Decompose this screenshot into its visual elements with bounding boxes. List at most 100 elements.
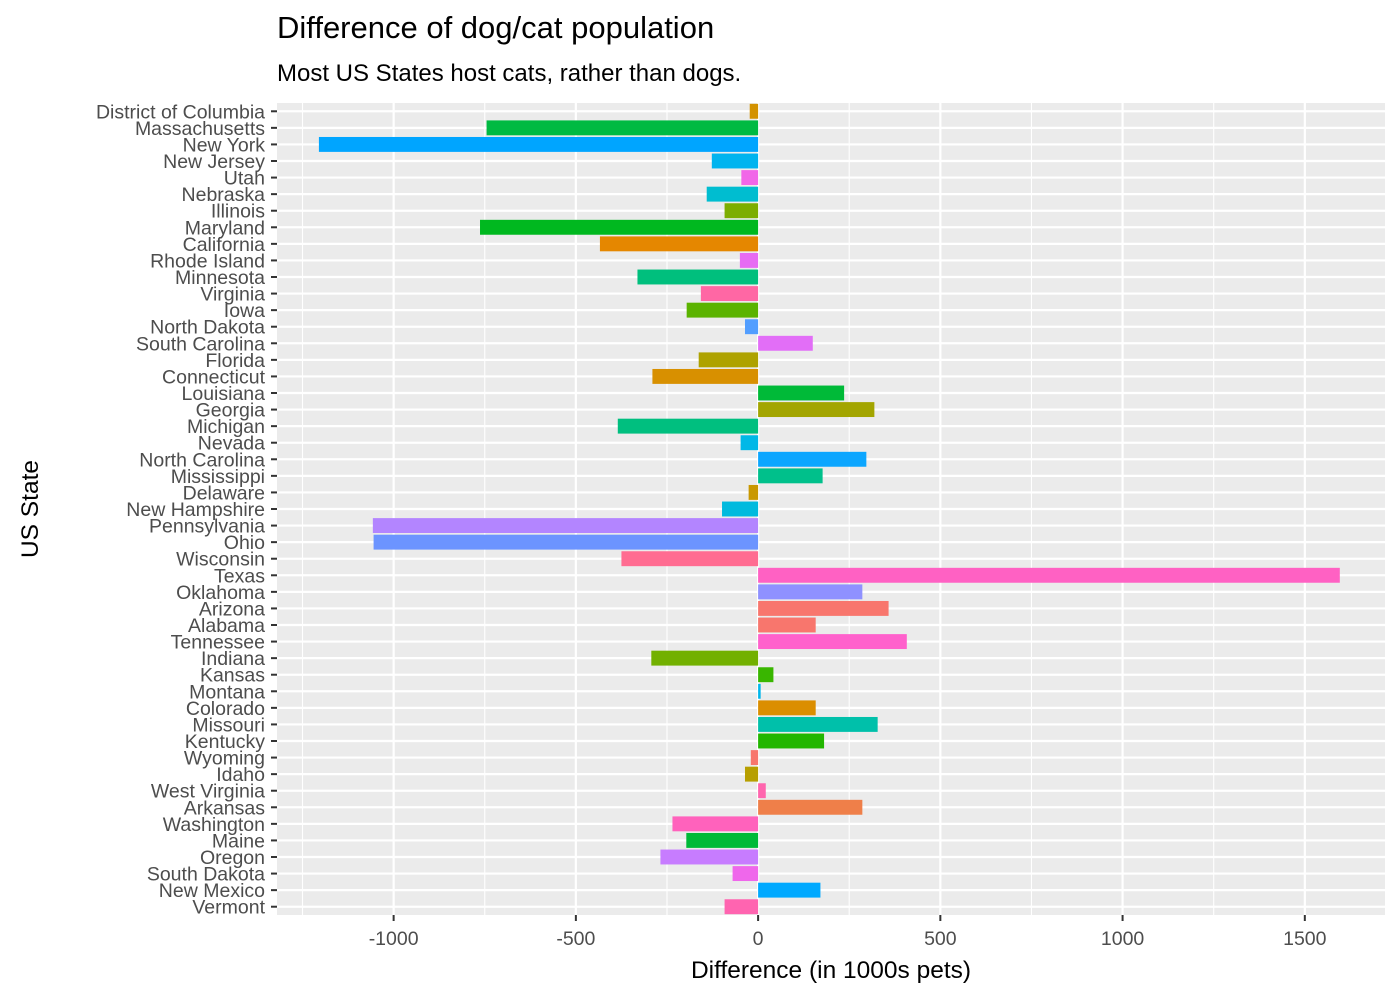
x-tick-label: 500 <box>924 928 957 950</box>
bar <box>758 600 889 616</box>
bar <box>758 451 867 467</box>
x-axis-ticks: -1000 -500 0 500 1000 1500 <box>369 915 1327 950</box>
y-tick-label: Michigan <box>187 416 265 438</box>
bar <box>758 468 823 484</box>
bar <box>758 335 813 351</box>
y-tick-label: New Jersey <box>163 151 265 173</box>
y-tick-label: Nebraska <box>182 184 266 206</box>
bar <box>480 219 759 235</box>
y-tick-label: Washington <box>163 814 265 836</box>
y-tick-label: Delaware <box>183 482 265 504</box>
bar <box>698 352 759 368</box>
bar <box>652 368 759 384</box>
y-tick-label: New York <box>183 134 266 156</box>
y-tick-label: Tennessee <box>171 632 265 654</box>
bars <box>318 103 1340 915</box>
y-axis-label: US State <box>17 460 44 558</box>
y-tick-label: Texas <box>214 565 265 587</box>
bar <box>749 103 759 119</box>
y-tick-label: Utah <box>224 168 265 190</box>
x-tick-label: -1000 <box>369 928 419 950</box>
y-tick-label: Rhode Island <box>150 250 265 272</box>
bar <box>758 667 774 683</box>
y-tick-label: Kansas <box>200 665 265 687</box>
bar <box>758 716 878 732</box>
y-tick-label: Maine <box>212 830 265 852</box>
bar <box>711 153 759 169</box>
bar <box>758 733 825 749</box>
bar <box>372 518 759 534</box>
y-tick-label: Massachusetts <box>135 118 265 140</box>
bar <box>706 186 759 202</box>
bar <box>744 319 759 335</box>
bar <box>739 252 759 268</box>
x-tick-label: 1000 <box>1101 928 1145 950</box>
y-tick-label: Virginia <box>200 284 265 306</box>
bar <box>686 302 759 318</box>
x-tick-label: 1500 <box>1283 928 1327 950</box>
bar <box>621 551 759 567</box>
bar <box>373 534 759 550</box>
bar <box>758 683 761 699</box>
bar <box>758 567 1340 583</box>
y-tick-label: New Mexico <box>159 880 265 902</box>
bar <box>637 269 759 285</box>
bar <box>758 385 845 401</box>
y-tick-label: Maryland <box>185 217 265 239</box>
bar <box>758 617 816 633</box>
bar <box>318 136 759 152</box>
y-tick-label: Pennsylvania <box>149 516 265 538</box>
bar <box>741 170 759 186</box>
bar <box>486 120 759 136</box>
y-tick-label: Georgia <box>196 400 266 422</box>
y-tick-label: Louisiana <box>182 383 266 405</box>
y-tick-label: Florida <box>205 350 265 372</box>
y-tick-label: Minnesota <box>175 267 265 289</box>
bar <box>758 402 875 418</box>
y-tick-label: District of Columbia <box>96 101 265 123</box>
x-axis-label: Difference (in 1000s pets) <box>691 957 971 984</box>
bar <box>700 286 759 302</box>
bar <box>740 435 759 451</box>
bar <box>599 236 759 252</box>
y-tick-label: Illinois <box>211 201 265 223</box>
bar <box>617 418 759 434</box>
bar <box>686 832 759 848</box>
y-tick-label: Colorado <box>186 698 265 720</box>
y-tick-label: Missouri <box>192 714 265 736</box>
bar <box>732 866 759 882</box>
y-tick-label: Indiana <box>201 648 265 670</box>
x-tick-label: -500 <box>556 928 595 950</box>
y-tick-label: North Carolina <box>139 449 265 471</box>
y-tick-label: Arizona <box>199 598 265 620</box>
y-tick-label: Mississippi <box>171 466 265 488</box>
y-tick-label: Nevada <box>198 433 265 455</box>
y-tick-label: Oklahoma <box>176 582 265 604</box>
y-tick-label: Alabama <box>188 615 265 637</box>
bar <box>758 882 821 898</box>
y-tick-label: Montana <box>189 681 265 703</box>
bar <box>750 750 759 766</box>
y-tick-label: South Carolina <box>136 333 265 355</box>
bar <box>748 484 759 500</box>
y-tick-label: North Dakota <box>150 317 265 339</box>
bar <box>722 501 759 517</box>
bar <box>758 584 863 600</box>
bar <box>758 799 863 815</box>
bar <box>724 899 759 915</box>
bar <box>758 783 766 799</box>
x-tick-label: 0 <box>753 928 764 950</box>
y-tick-label: Kentucky <box>185 731 265 753</box>
y-tick-label: Idaho <box>216 764 265 786</box>
y-tick-label: Arkansas <box>184 797 266 819</box>
y-tick-label: Wyoming <box>184 748 265 770</box>
y-tick-label: West Virginia <box>151 781 265 803</box>
chart-subtitle: Most US States host cats, rather than do… <box>277 60 742 87</box>
y-tick-label: Ohio <box>224 532 265 554</box>
y-tick-label: Wisconsin <box>176 549 265 571</box>
bar <box>724 203 759 219</box>
y-tick-label: New Hampshire <box>126 499 265 521</box>
y-tick-label: Iowa <box>224 300 265 322</box>
